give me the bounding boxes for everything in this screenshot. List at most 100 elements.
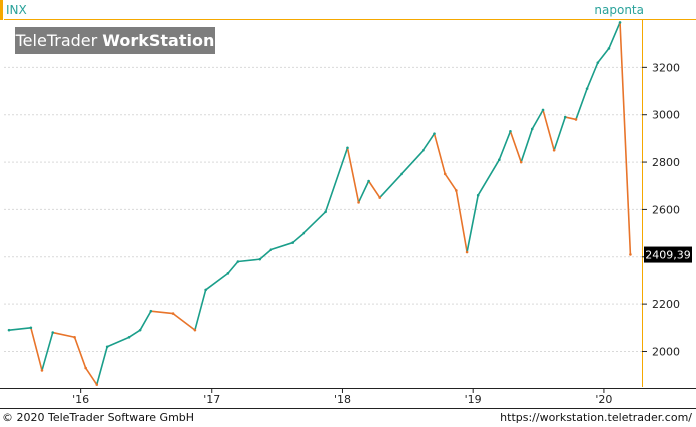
data-point: [509, 129, 512, 133]
series-segment: [291, 232, 305, 244]
data-point: [269, 248, 273, 251]
series-segment: [357, 180, 370, 204]
data-point: [552, 148, 556, 152]
series-segment: [84, 367, 98, 386]
footer-url[interactable]: https://workstation.teletrader.com/: [500, 411, 692, 424]
data-point: [7, 328, 11, 332]
x-tick-label: '17: [203, 393, 220, 406]
series-segment: [509, 130, 522, 163]
series-segment: [346, 147, 360, 204]
period-label[interactable]: naponta: [594, 3, 644, 17]
data-point: [530, 127, 534, 131]
data-point: [618, 21, 622, 24]
series-segment: [150, 310, 174, 315]
data-point: [226, 272, 230, 275]
series-segment: [258, 248, 272, 260]
series-segment: [95, 345, 108, 386]
copyright-text: © 2020 TeleTrader Software GmbH: [2, 411, 195, 424]
y-tick-label: 2600: [652, 203, 680, 216]
series-segment: [553, 116, 567, 152]
data-point: [378, 196, 382, 199]
series-segment: [597, 47, 610, 64]
series-segment: [586, 61, 599, 90]
data-point: [607, 47, 611, 50]
data-point: [29, 326, 33, 330]
data-point: [422, 148, 425, 152]
x-tick-label: '18: [334, 393, 351, 406]
data-point: [346, 146, 349, 150]
data-point: [138, 328, 142, 332]
series-segment: [498, 130, 512, 161]
series-segment: [324, 147, 349, 213]
series-segment: [378, 173, 403, 199]
data-point: [400, 172, 403, 176]
series-segment: [520, 128, 534, 163]
teletrader-logo: TeleTrader WorkStation: [15, 27, 215, 54]
series-segment: [575, 87, 588, 121]
series-segment: [433, 132, 447, 175]
data-point: [324, 210, 327, 214]
data-point: [40, 369, 44, 372]
series-segment: [564, 116, 577, 121]
y-tick-label: 3200: [652, 61, 680, 74]
series-segment: [204, 272, 229, 291]
data-point: [204, 288, 207, 292]
price-chart: 2000220024002600280030003200'16'17'18'19…: [0, 0, 696, 409]
x-tick-label: '20: [595, 393, 612, 406]
series-segment: [194, 289, 207, 331]
data-point: [302, 231, 306, 235]
series-segment: [302, 210, 327, 234]
x-tick-label: '19: [465, 393, 482, 406]
y-tick-label: 3000: [652, 109, 680, 122]
series-segment: [8, 327, 32, 331]
data-point: [596, 61, 600, 64]
series-segment: [466, 194, 480, 253]
data-point: [541, 108, 545, 112]
data-point: [291, 241, 294, 244]
data-point: [629, 253, 632, 256]
data-point: [127, 335, 131, 339]
y-tick-label: 2200: [652, 298, 680, 311]
data-point: [193, 328, 197, 332]
chart-area: 2000220024002600280030003200'16'17'18'19…: [0, 0, 696, 409]
series-segment: [542, 109, 555, 152]
series-segment: [41, 331, 54, 372]
data-point: [51, 331, 55, 334]
series-segment: [608, 21, 621, 50]
data-point: [519, 160, 523, 164]
accent-bar: [0, 0, 3, 20]
data-point: [585, 87, 589, 90]
series-segment: [227, 260, 239, 275]
data-point: [258, 257, 262, 261]
series-segment: [237, 258, 261, 263]
y-tick-label: 2800: [652, 156, 680, 169]
data-point: [465, 250, 469, 254]
data-point: [73, 335, 76, 339]
watermark-bold: WorkStation: [102, 31, 215, 50]
series-segment: [531, 109, 544, 130]
x-tick-label: '16: [72, 393, 89, 406]
watermark-light: TeleTrader: [15, 31, 103, 50]
series-segment: [128, 329, 141, 339]
data-point: [149, 309, 153, 313]
series-segment: [400, 149, 425, 175]
data-point: [433, 132, 436, 135]
data-point: [443, 172, 447, 176]
series-segment: [51, 331, 76, 339]
data-point: [476, 193, 480, 197]
last-price-label: 2409,39: [645, 249, 691, 262]
series-segment: [444, 173, 458, 192]
series-segment: [139, 310, 152, 331]
data-point: [498, 158, 501, 161]
data-point: [171, 312, 175, 315]
symbol-label: INX: [6, 3, 27, 17]
data-point: [563, 115, 567, 119]
series-segment: [422, 132, 436, 152]
series-segment: [73, 336, 87, 369]
data-point: [357, 201, 360, 204]
y-tick-label: 2000: [652, 345, 680, 358]
data-point: [105, 345, 109, 349]
series-segment: [455, 189, 468, 253]
series-segment: [619, 21, 632, 256]
data-point: [367, 179, 370, 183]
